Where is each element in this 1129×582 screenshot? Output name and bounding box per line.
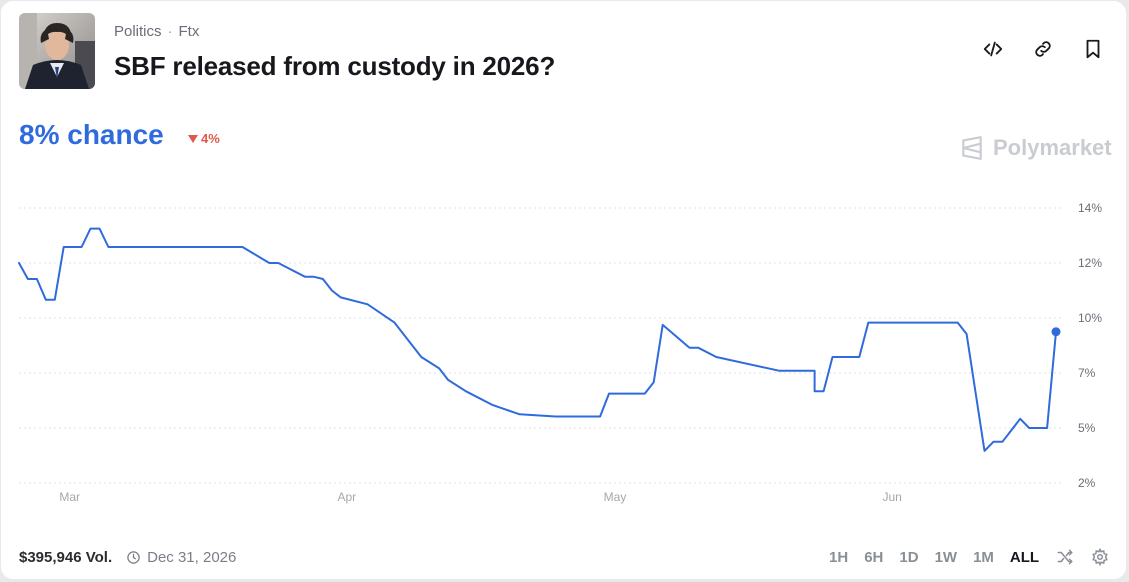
change-value: 4% <box>201 131 220 146</box>
y-tick-label: 5% <box>1078 421 1096 435</box>
range-all[interactable]: ALL <box>1009 548 1040 566</box>
compare-button[interactable] <box>1055 548 1075 566</box>
y-tick-label: 10% <box>1078 311 1102 325</box>
y-tick-label: 2% <box>1078 476 1096 490</box>
end-date-text: Dec 31, 2026 <box>147 549 237 566</box>
end-date: Dec 31, 2026 <box>126 549 236 566</box>
market-thumbnail[interactable] <box>19 13 95 89</box>
x-tick-label: Apr <box>337 490 356 504</box>
clock-icon <box>127 551 140 564</box>
market-title: SBF released from custody in 2026? <box>114 51 556 81</box>
polymarket-icon <box>962 136 982 160</box>
settings-button[interactable] <box>1091 548 1109 566</box>
gear-icon <box>1092 548 1108 566</box>
shuffle-icon <box>1057 549 1073 565</box>
bookmark-button[interactable] <box>1081 37 1105 61</box>
bookmark-icon <box>1086 39 1100 59</box>
link-icon <box>1035 41 1051 57</box>
market-meta: $395,946 Vol. Dec 31, 2026 <box>19 549 236 566</box>
current-value-dot <box>1051 327 1061 337</box>
polymarket-logo: Polymarket <box>959 135 1112 161</box>
time-range-selector: 1H 6H 1D 1W 1M ALL <box>829 548 1109 566</box>
range-1w[interactable]: 1W <box>934 548 958 566</box>
breadcrumb-category[interactable]: Politics <box>114 23 162 40</box>
chance-line <box>18 227 1057 452</box>
header-actions <box>981 37 1105 61</box>
range-1m[interactable]: 1M <box>973 548 994 566</box>
embed-button[interactable] <box>981 37 1005 61</box>
range-1d[interactable]: 1D <box>899 548 919 566</box>
copy-link-button[interactable] <box>1031 37 1055 61</box>
x-tick-label: Mar <box>59 490 80 504</box>
y-tick-label: 14% <box>1078 201 1102 215</box>
range-1h[interactable]: 1H <box>829 548 849 566</box>
embed-icon <box>983 41 1003 57</box>
breadcrumb-subcategory[interactable]: Ftx <box>178 23 200 40</box>
range-6h[interactable]: 6H <box>864 548 884 566</box>
price-chart[interactable]: 14% 12% 10% 7% 5% 2% Mar Apr May Jun <box>1 1 1126 521</box>
down-triangle-icon <box>188 134 198 143</box>
breadcrumb: Politics · Ftx <box>114 23 199 40</box>
volume: $395,946 Vol. <box>19 549 113 566</box>
x-tick-label: Jun <box>882 490 901 504</box>
change-indicator: 4% <box>187 131 220 146</box>
breadcrumb-separator: · <box>167 23 173 40</box>
brand-name: Polymarket <box>993 135 1112 160</box>
x-tick-label: May <box>604 490 627 504</box>
y-tick-label: 12% <box>1078 256 1102 270</box>
y-tick-label: 7% <box>1078 366 1096 380</box>
chance-value: 8% chance <box>19 119 164 150</box>
